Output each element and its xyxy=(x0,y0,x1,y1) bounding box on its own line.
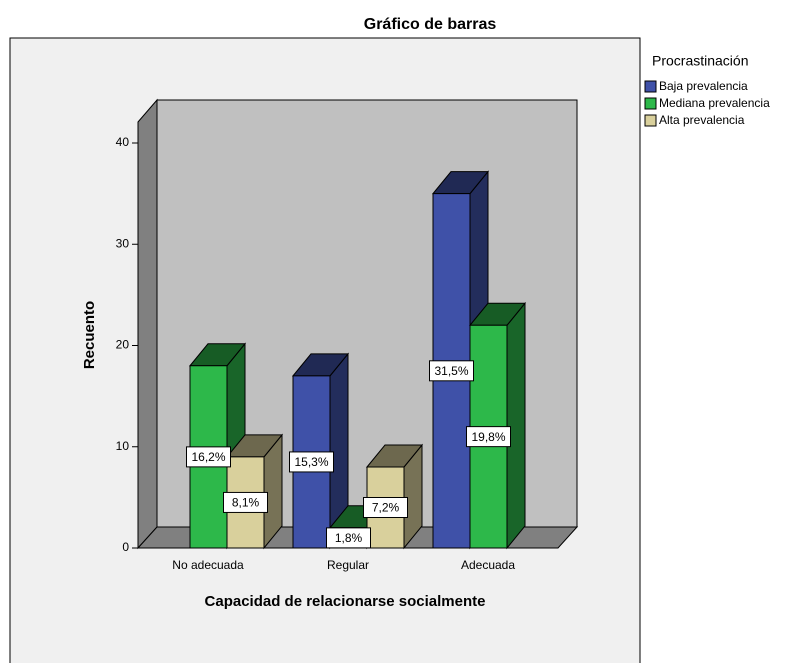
legend-swatch xyxy=(644,97,657,110)
legend-swatch xyxy=(644,114,657,127)
y-tick-label: 40 xyxy=(116,135,130,149)
label-box xyxy=(186,446,231,468)
data-label: 19,8% xyxy=(471,430,505,444)
label-box xyxy=(326,527,371,549)
legend-label: Mediana prevalencia xyxy=(659,96,770,110)
label-box xyxy=(429,360,474,382)
label-box xyxy=(223,491,268,513)
data-label: 1,8% xyxy=(335,531,363,545)
y-axis-label: Recuento xyxy=(81,301,98,369)
legend-label: Alta prevalencia xyxy=(659,113,745,127)
legend-title: Procrastinación xyxy=(652,53,749,69)
x-tick-label: No adecuada xyxy=(172,558,244,572)
data-label: 8,1% xyxy=(232,496,260,510)
bar-side xyxy=(506,301,526,550)
data-label: 7,2% xyxy=(372,501,400,515)
chart-title: Gráfico de barras xyxy=(364,16,497,33)
y-tick-label: 10 xyxy=(116,439,130,453)
data-label: 16,2% xyxy=(191,450,225,464)
label-box xyxy=(289,451,334,473)
x-axis-label: Capacidad de relacionarse socialmente xyxy=(205,593,486,610)
data-label: 15,3% xyxy=(294,455,328,469)
y-tick-label: 30 xyxy=(116,236,130,250)
y-tick-label: 20 xyxy=(116,338,130,352)
y-tick-label: 0 xyxy=(122,540,129,554)
label-box xyxy=(466,426,511,448)
legend-label: Baja prevalencia xyxy=(659,79,748,93)
label-box xyxy=(363,497,408,518)
left-wall xyxy=(137,98,158,550)
data-label: 31,5% xyxy=(434,364,468,378)
legend-swatch xyxy=(644,80,657,93)
x-tick-label: Regular xyxy=(327,558,369,572)
x-tick-label: Adecuada xyxy=(461,558,515,572)
